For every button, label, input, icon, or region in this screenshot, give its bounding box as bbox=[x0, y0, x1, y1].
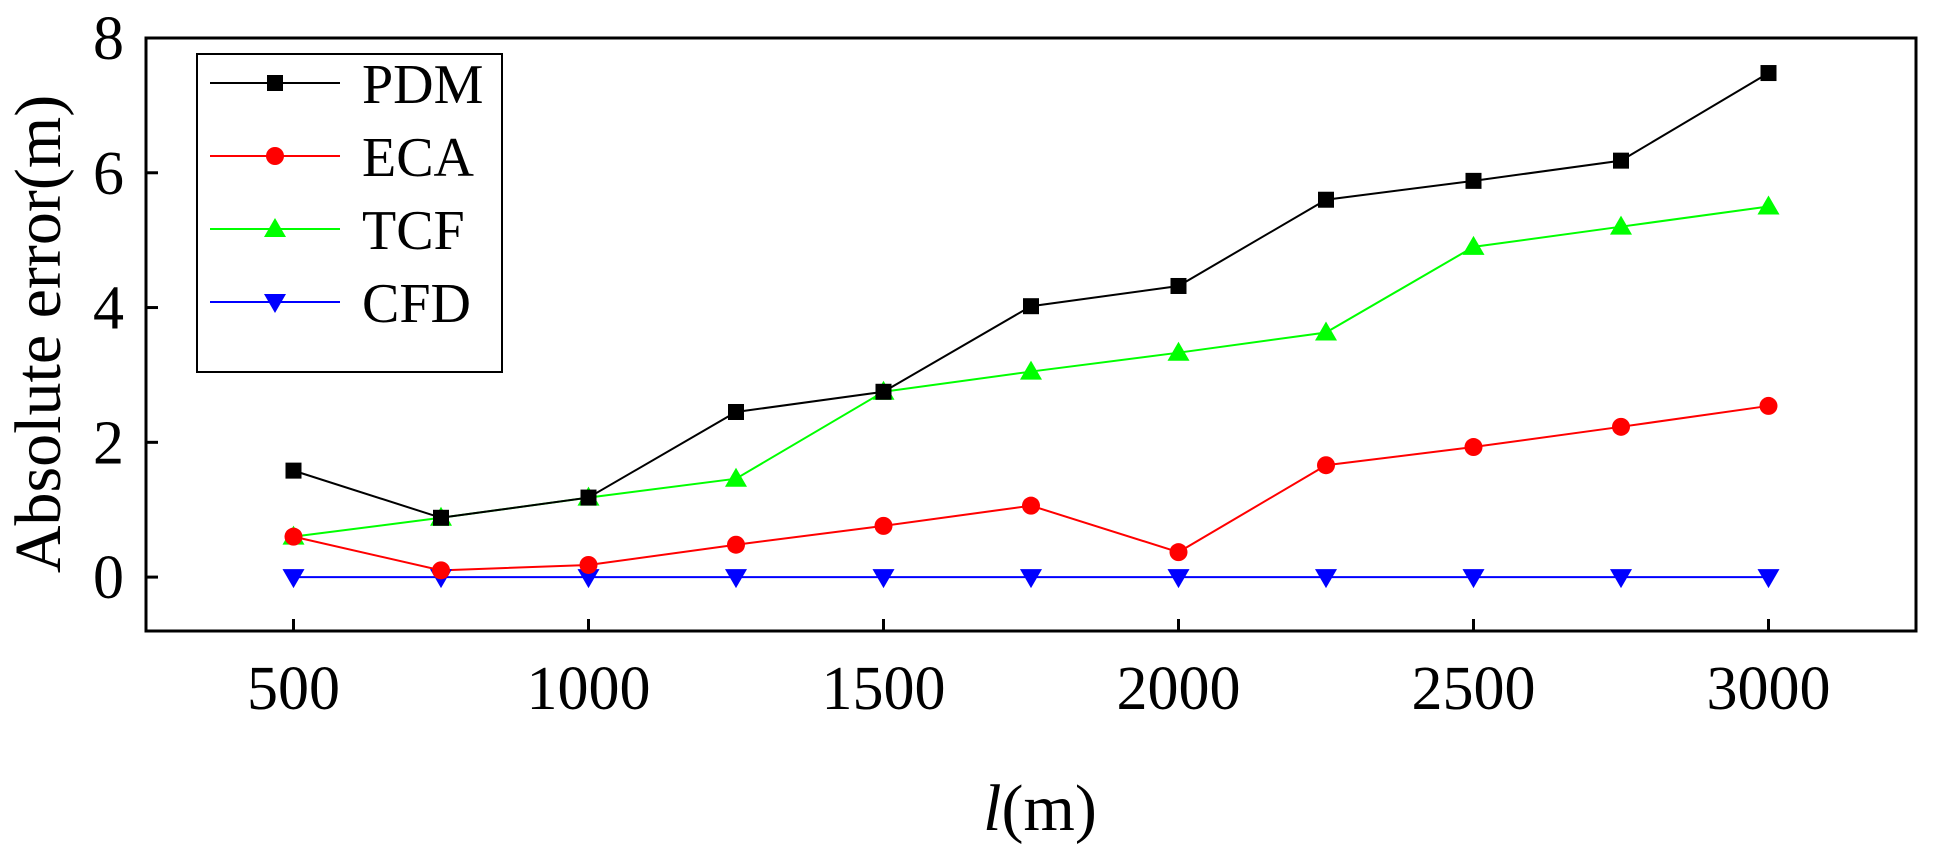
point-eca bbox=[579, 555, 598, 574]
y-tick-label: 8 bbox=[93, 5, 124, 73]
legend-marker-tcf bbox=[264, 218, 286, 237]
point-eca bbox=[1022, 496, 1040, 515]
point-pdm bbox=[728, 403, 744, 420]
point-pdm bbox=[1318, 191, 1334, 208]
point-eca bbox=[1759, 396, 1778, 415]
point-cfd bbox=[1315, 569, 1337, 589]
point-cfd bbox=[1167, 569, 1190, 589]
legend-marker-eca bbox=[266, 147, 284, 165]
point-tcf bbox=[1167, 341, 1190, 361]
point-cfd bbox=[872, 569, 895, 589]
legend-label-cfd: CFD bbox=[362, 273, 471, 335]
x-axis-title-unit: (m) bbox=[1002, 772, 1097, 845]
x-tick-label: 1500 bbox=[822, 655, 946, 723]
point-pdm bbox=[1465, 172, 1482, 189]
point-eca bbox=[1317, 456, 1335, 475]
point-cfd bbox=[282, 569, 305, 589]
point-cfd bbox=[1610, 569, 1632, 589]
legend: PDM ECA TCF CFD bbox=[196, 53, 503, 373]
x-tick-label: 2500 bbox=[1412, 655, 1536, 723]
point-cfd bbox=[1757, 569, 1780, 589]
y-tick-label: 0 bbox=[93, 544, 124, 612]
y-axis-ticks: 0 2 4 6 8 bbox=[93, 5, 158, 612]
legend-label-pdm: PDM bbox=[362, 54, 483, 116]
point-tcf bbox=[1462, 235, 1485, 255]
point-pdm bbox=[1170, 277, 1187, 294]
point-eca bbox=[1169, 543, 1188, 562]
x-axis-ticks: 500 1000 1500 2000 2500 3000 bbox=[247, 619, 1831, 723]
legend-label-tcf: TCF bbox=[362, 200, 465, 262]
y-tick-label: 6 bbox=[93, 140, 124, 208]
x-tick-label: 3000 bbox=[1707, 655, 1831, 723]
legend-box bbox=[196, 53, 503, 373]
legend-marker-cfd bbox=[264, 294, 286, 313]
x-tick-label: 2000 bbox=[1117, 655, 1241, 723]
plot-frame bbox=[144, 36, 1918, 633]
point-pdm bbox=[875, 383, 892, 400]
series-line-eca bbox=[293, 404, 1769, 572]
legend-label-eca: ECA bbox=[362, 127, 475, 189]
point-tcf bbox=[725, 467, 747, 487]
point-tcf bbox=[1757, 195, 1780, 215]
point-tcf bbox=[1610, 215, 1632, 235]
point-cfd bbox=[577, 569, 600, 589]
series-markers bbox=[282, 65, 1780, 589]
point-eca bbox=[874, 516, 893, 535]
point-eca bbox=[432, 561, 450, 580]
x-axis-title-variable: l bbox=[983, 772, 1001, 845]
point-pdm bbox=[1613, 152, 1629, 169]
x-tick-label: 1000 bbox=[527, 655, 651, 723]
point-cfd bbox=[1020, 569, 1042, 589]
point-tcf bbox=[1315, 321, 1337, 341]
point-eca bbox=[1612, 417, 1630, 436]
y-tick-label: 4 bbox=[93, 275, 124, 343]
point-eca bbox=[284, 527, 303, 546]
point-tcf bbox=[1020, 360, 1042, 380]
legend-marker-pdm bbox=[267, 75, 283, 91]
x-tick-label: 500 bbox=[247, 655, 340, 723]
point-pdm bbox=[580, 489, 597, 506]
point-pdm bbox=[285, 462, 302, 479]
point-cfd bbox=[1462, 569, 1485, 589]
point-pdm bbox=[1760, 65, 1777, 82]
point-cfd bbox=[725, 569, 747, 589]
y-axis-title: Absolute error(m) bbox=[2, 95, 75, 573]
point-eca bbox=[1464, 438, 1483, 457]
series-line-pdm bbox=[293, 72, 1770, 519]
point-pdm bbox=[433, 509, 449, 526]
y-tick-label: 2 bbox=[93, 409, 124, 477]
x-axis-title: l(m) bbox=[983, 772, 1097, 845]
point-pdm bbox=[1023, 298, 1039, 315]
point-eca bbox=[727, 535, 745, 554]
